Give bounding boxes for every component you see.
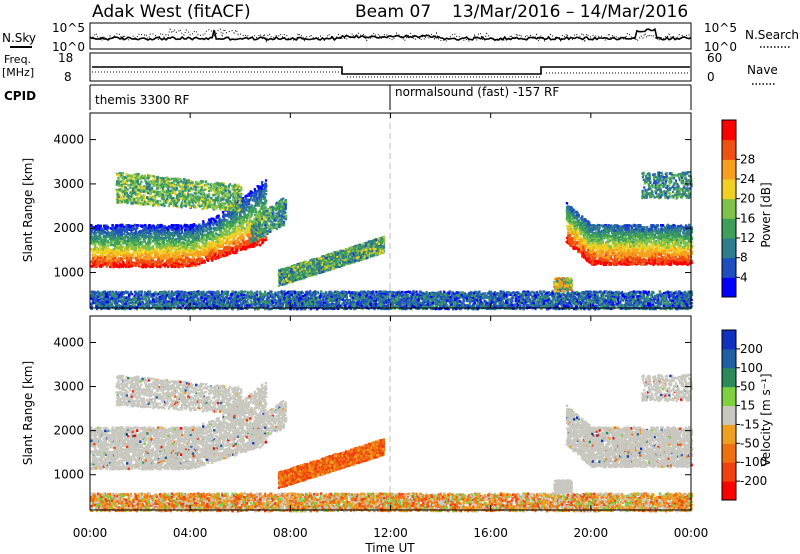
radar-summary-plot: Adak West (fitACF) Beam 07 13/Mar/2016 –… [0,0,800,554]
cpid-label: CPID [4,89,36,103]
power-cell [144,240,146,242]
beam-label: Beam 07 [355,2,431,22]
power-cell [202,220,204,222]
power-cell [205,239,207,241]
cpid-mode-2: normalsound (fast) -157 RF [395,85,559,99]
freq-unit: [MHz] [2,66,34,79]
freq-tick-top: 18 [58,51,73,65]
nave-tick-bot: 0 [707,70,715,84]
nsearch-tick-top: 10^5 [704,21,737,35]
power-cell [150,233,152,235]
nsky-line [90,29,691,40]
date-range: 13/Mar/2016 – 14/Mar/2016 [452,2,688,22]
nave-tick-top: 60 [707,51,722,65]
freq-panel: Freq. [MHz] 18 8 60 0 Nave [2,51,778,84]
nave-label: Nave [747,63,778,77]
freq-label: Freq. [4,53,31,66]
station-title: Adak West (fitACF) [92,2,251,22]
freq-tick-bot: 8 [64,70,72,84]
nsky-tick-top: 10^5 [52,21,85,35]
nsky-label: N.Sky [2,31,36,45]
nsearch-label: N.Search [745,28,799,42]
cpid-panel: CPID themis 3300 RF normalsound (fast) -… [4,85,691,110]
nsky-panel: N.Sky 10^5 10^0 10^5 10^0 N.Search [2,21,799,54]
power-scatter [90,171,693,310]
power-cell [265,179,267,181]
power-cell [109,266,111,268]
cpid-mode-1: themis 3300 RF [95,93,189,107]
